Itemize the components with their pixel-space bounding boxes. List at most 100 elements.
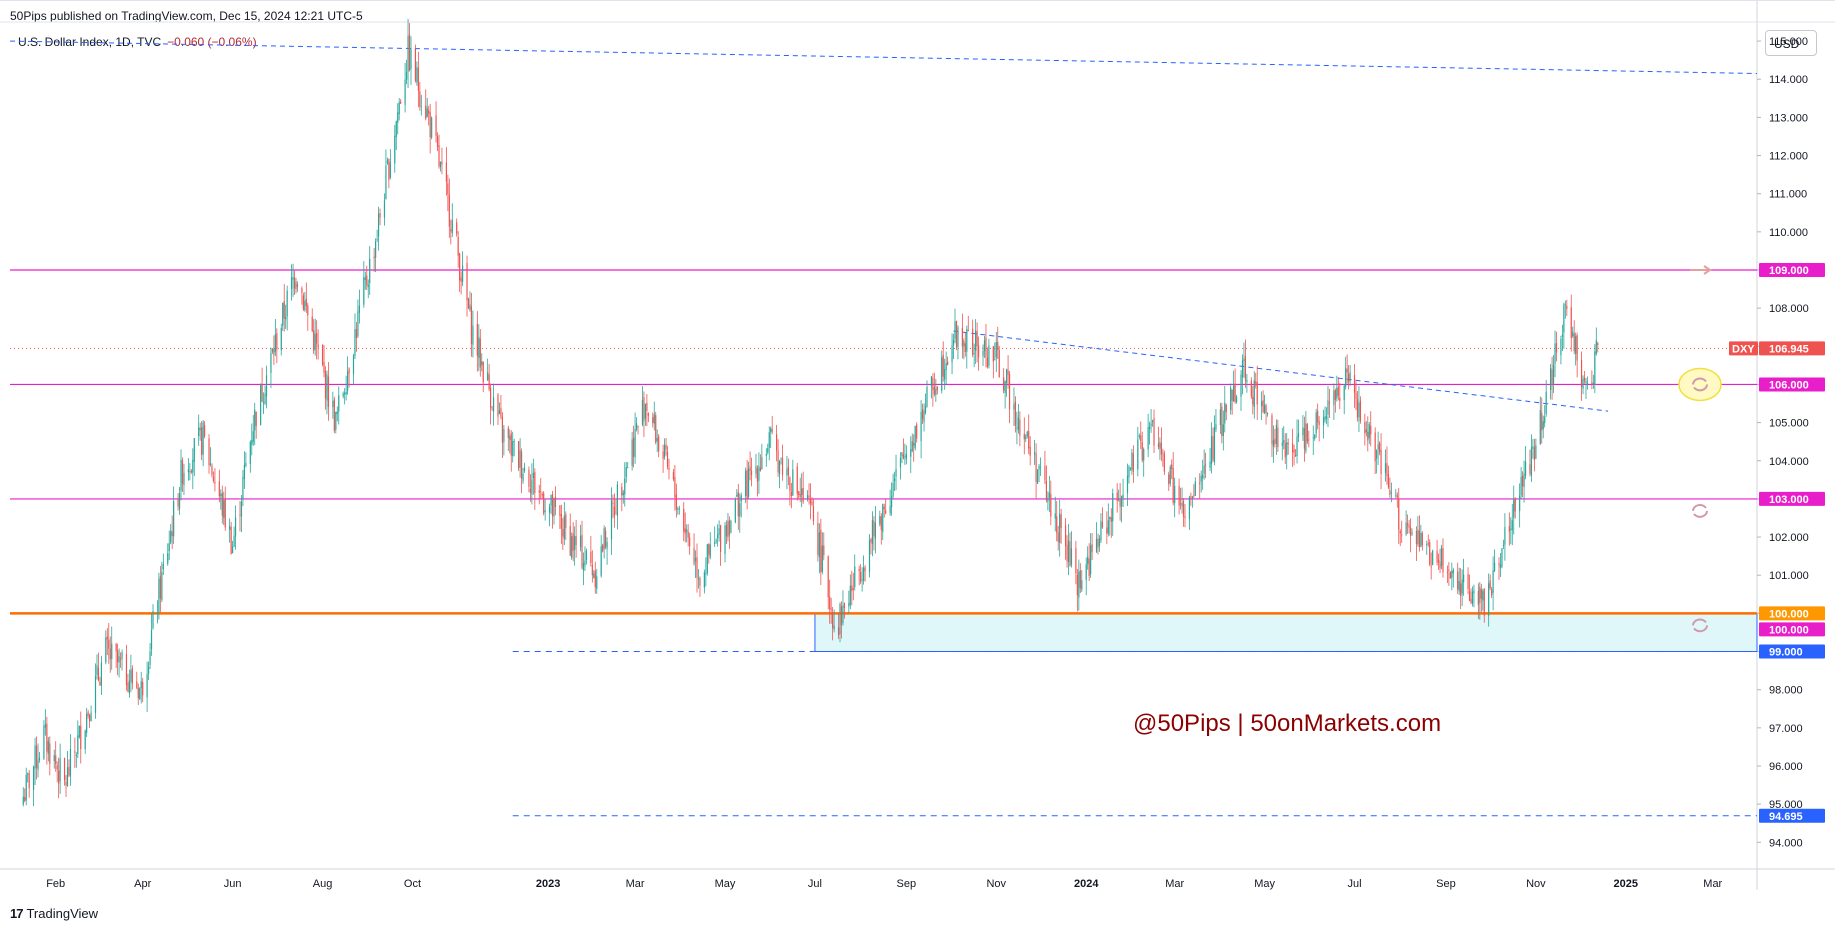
candle-body xyxy=(240,501,243,517)
candle xyxy=(768,426,770,461)
time-tick-label: Jun xyxy=(224,878,242,890)
candle xyxy=(373,248,375,272)
candle-body xyxy=(1101,522,1104,528)
candle-body xyxy=(355,329,358,339)
candle xyxy=(986,347,989,369)
candle-body xyxy=(405,72,408,80)
candle-body xyxy=(1149,426,1151,430)
candle-body xyxy=(311,316,313,332)
candle-body xyxy=(945,363,947,370)
price-tag-bg xyxy=(1759,262,1825,277)
candle-body xyxy=(528,469,530,488)
candle xyxy=(1262,390,1264,414)
candle xyxy=(324,366,327,410)
candle xyxy=(862,555,865,585)
candle-body xyxy=(882,504,884,532)
candle-body xyxy=(509,435,511,440)
candle-body xyxy=(562,528,564,537)
candle xyxy=(1091,533,1093,561)
candle xyxy=(1138,433,1140,440)
candle xyxy=(837,613,840,640)
price-chart[interactable]: @50Pips | 50onMarkets.com 94.00095.00096… xyxy=(0,0,1835,900)
price-axis[interactable]: 94.00095.00096.00097.00098.00099.000100.… xyxy=(1757,36,1809,849)
candle-body xyxy=(1284,442,1286,458)
candle xyxy=(585,548,588,565)
candle xyxy=(1178,478,1180,515)
candle xyxy=(417,51,419,108)
candle xyxy=(109,636,111,673)
candle xyxy=(655,411,657,445)
symbol-tag-label: DXY xyxy=(1732,343,1755,355)
candle-body xyxy=(911,441,913,451)
candle-body xyxy=(1036,469,1039,484)
candle-body xyxy=(260,383,262,426)
candle-body xyxy=(534,472,536,494)
candle-body xyxy=(1541,412,1543,431)
candle xyxy=(1582,375,1584,395)
candle-body xyxy=(1106,527,1108,534)
candle xyxy=(1499,553,1502,578)
price-tick-label: 108.000 xyxy=(1769,303,1809,315)
candle-body xyxy=(1339,397,1341,401)
candle xyxy=(209,447,212,467)
candle-body xyxy=(827,556,829,598)
candle xyxy=(44,709,46,736)
candle xyxy=(1064,518,1067,560)
candle xyxy=(643,391,645,438)
candle xyxy=(224,486,226,531)
candle-body xyxy=(572,533,574,551)
candle xyxy=(1090,533,1092,578)
candle xyxy=(220,489,222,510)
candle xyxy=(1266,412,1269,417)
candle-body xyxy=(326,374,328,401)
candle-body xyxy=(1510,528,1512,530)
candle xyxy=(693,533,695,566)
candle-body xyxy=(1172,468,1174,503)
candle-body xyxy=(725,524,728,537)
candle-body xyxy=(375,241,377,258)
candle xyxy=(529,474,532,502)
candle xyxy=(327,361,330,421)
price-tags: 109.000106.945DXY106.000103.000100.00010… xyxy=(1729,262,1825,823)
candle xyxy=(1199,473,1201,500)
candle-body xyxy=(781,458,784,475)
candle xyxy=(964,332,966,357)
candle-body xyxy=(243,464,246,479)
candle-body xyxy=(1283,440,1285,443)
candle-body xyxy=(829,596,831,610)
candle-body xyxy=(1594,351,1596,385)
candle xyxy=(280,323,282,356)
candle xyxy=(1191,495,1193,508)
candle xyxy=(610,487,613,555)
candle-body xyxy=(1028,430,1030,449)
candle xyxy=(1200,470,1202,493)
candle xyxy=(1591,370,1593,390)
candle-body xyxy=(500,407,502,417)
candle-body xyxy=(672,471,675,480)
candle xyxy=(274,319,276,357)
candle-body xyxy=(1595,340,1597,354)
candle-body xyxy=(198,427,200,437)
candle xyxy=(1432,549,1434,566)
candle-body xyxy=(1256,382,1258,405)
candle-body xyxy=(273,348,275,355)
candle-body xyxy=(86,713,88,733)
time-axis[interactable]: Feb Apr Jun Aug Oct 2023 Mar May Jul Sep Nov 2024 Ma… xyxy=(46,878,1722,890)
candle xyxy=(523,462,526,473)
candle xyxy=(476,311,478,372)
candle xyxy=(420,95,422,116)
candle-body xyxy=(770,427,772,433)
candle xyxy=(1442,538,1444,578)
candle xyxy=(935,378,937,402)
candle-body xyxy=(1095,538,1098,552)
candle xyxy=(1308,430,1310,448)
candle-body xyxy=(548,506,551,513)
candle-body xyxy=(1390,492,1392,494)
candle-body xyxy=(292,277,294,280)
candle xyxy=(239,501,241,532)
currency-button[interactable]: USD xyxy=(1765,30,1817,56)
candle-body xyxy=(1150,423,1152,426)
candle-body xyxy=(345,391,347,395)
candle-body xyxy=(778,461,781,475)
